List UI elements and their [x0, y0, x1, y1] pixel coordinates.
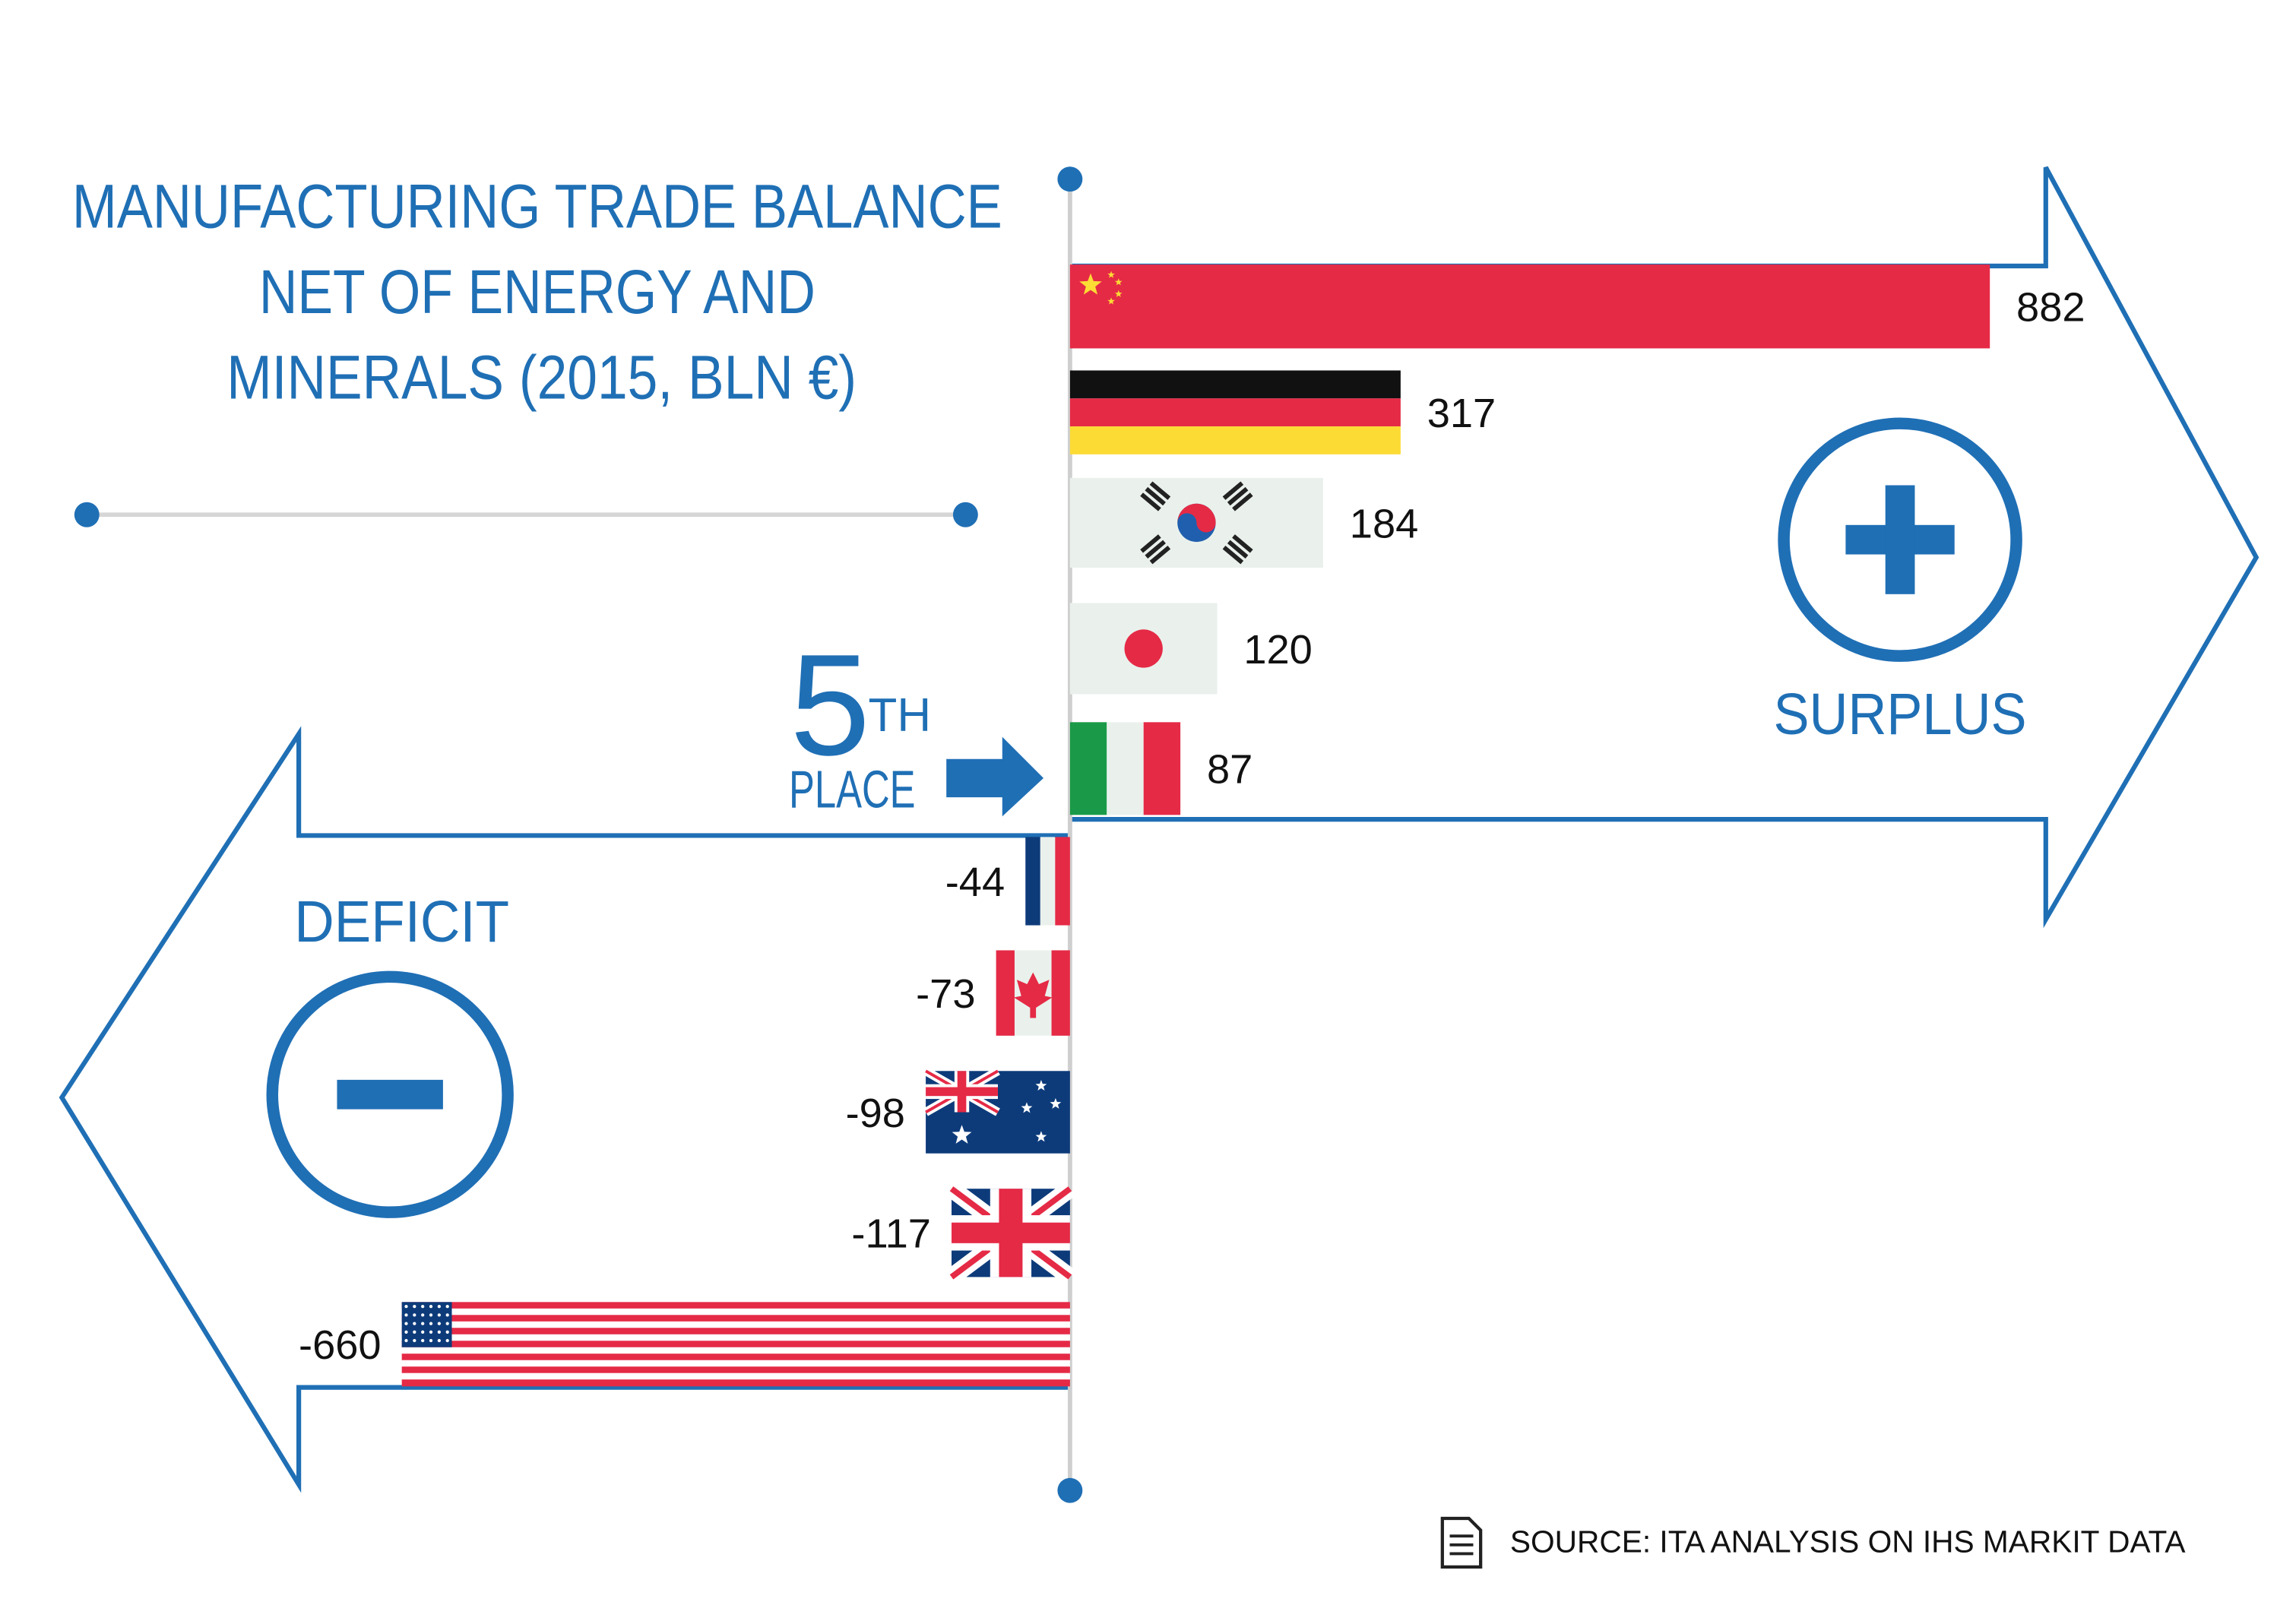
plus-icon [1778, 417, 2022, 662]
axis-bottom-dot [1057, 1477, 1083, 1503]
value-label-jp: 120 [1243, 627, 1312, 673]
bar-fr [1025, 837, 1070, 926]
bar-ca [996, 950, 1070, 1036]
chart-title-line-3: MINERALS (2015, BLN €) [226, 343, 857, 412]
rank-number: 5 [790, 625, 870, 786]
source-note: SOURCE: ITA ANALYSIS ON IHS MARKIT DATA [1510, 1524, 2186, 1559]
value-label-fr: -44 [945, 860, 1005, 905]
value-label-gb: -117 [851, 1211, 931, 1257]
title-divider-right-dot [952, 502, 978, 527]
value-label-au: -98 [846, 1091, 905, 1136]
rank-word: PLACE [789, 760, 916, 819]
title-divider-left-dot [74, 502, 100, 527]
bar-de [1069, 370, 1401, 454]
bar-gb [946, 1181, 1075, 1284]
document-icon [1440, 1516, 1483, 1569]
minus-icon [266, 970, 514, 1218]
rank-suffix: TH [869, 689, 932, 742]
value-label-ca: -73 [916, 971, 975, 1017]
value-label-cn: 882 [2016, 285, 2085, 331]
deficit-label: DEFICIT [294, 889, 509, 955]
bar-jp [1069, 603, 1218, 695]
value-label-kr: 184 [1350, 501, 1418, 546]
surplus-arrow [1069, 166, 2260, 929]
surplus-label: SURPLUS [1774, 682, 2027, 747]
bar-au [923, 1067, 1070, 1154]
value-label-us: -660 [299, 1322, 382, 1368]
bar-kr [1069, 477, 1323, 568]
value-label-it: 87 [1207, 747, 1253, 793]
rank-arrow-icon [946, 736, 1044, 817]
chart-title-line-2: NET OF ENERGY AND [259, 258, 815, 327]
chart-title-line-1: MANUFACTURING TRADE BALANCE [72, 173, 1002, 242]
plus-icon-vertical [1885, 485, 1915, 594]
deficit-arrow [59, 726, 1070, 1493]
bar-us [401, 1302, 1070, 1387]
minus-icon-bar [337, 1079, 443, 1110]
bar-it [1069, 722, 1181, 815]
value-label-de: 317 [1427, 391, 1496, 436]
bar-cn [1069, 264, 1990, 349]
bar-group: 882 317 184 120 87 -44 -73 -98 -117 -660 [299, 264, 2085, 1387]
axis-top-dot [1057, 166, 1083, 192]
